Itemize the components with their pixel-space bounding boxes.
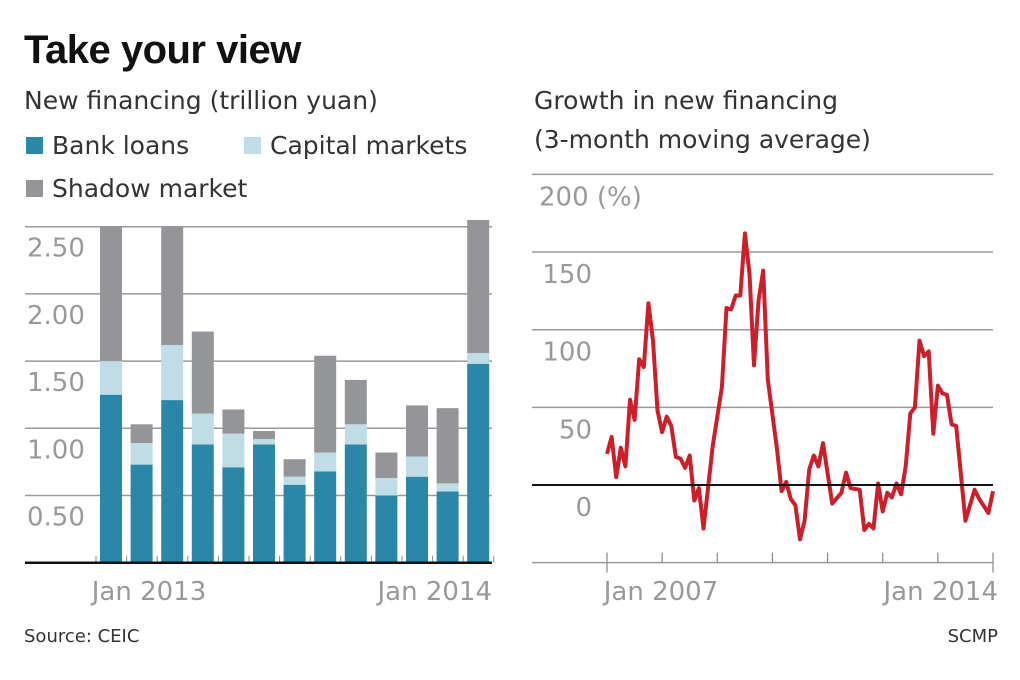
bar-segment-bank-loans <box>161 400 184 563</box>
bar-segment-bank-loans <box>130 464 153 563</box>
bar-segment-bank-loans <box>283 484 306 563</box>
y-tick-label: 1.50 <box>27 368 85 398</box>
legend-item-capital-markets: Capital markets <box>244 131 467 160</box>
bar-segment-capital-markets <box>467 353 490 364</box>
x-tick-label: Jan 2013 <box>90 577 207 607</box>
bar-segment-shadow-market <box>375 452 398 479</box>
source-note: Source: CEIC <box>24 626 140 647</box>
bar-segment-bank-loans <box>253 444 275 563</box>
bar-segment-capital-markets <box>222 433 245 468</box>
bar-segment-bank-loans <box>314 471 337 563</box>
y-tick-label: 2.50 <box>27 234 85 264</box>
bar-segment-capital-markets <box>314 452 337 472</box>
y-tick-label: 1.00 <box>27 435 85 465</box>
bar-segment-shadow-market <box>253 430 275 440</box>
bar-segment-shadow-market <box>191 331 214 414</box>
bar-segment-capital-markets <box>406 456 428 477</box>
y-tick-label: 100 <box>542 338 592 368</box>
x-tick-label: Jan 2014 <box>375 577 492 607</box>
bar-segment-capital-markets <box>100 361 122 395</box>
bar-segment-capital-markets <box>283 476 306 485</box>
legend-label: Capital markets <box>270 131 468 160</box>
bar-segment-capital-markets <box>375 478 398 496</box>
bar-segment-shadow-market <box>130 424 153 444</box>
bar-segment-shadow-market <box>467 219 490 354</box>
x-tick-label: Jan 2007 <box>602 577 719 607</box>
legend-label: Shadow market <box>52 174 248 203</box>
y-tick-label: 150 <box>542 260 592 290</box>
bar-segment-shadow-market <box>314 355 337 453</box>
legend-item-bank-loans: Bank loans <box>26 131 189 160</box>
bar-segment-capital-markets <box>253 439 275 445</box>
bar-segment-capital-markets <box>161 344 184 401</box>
x-tick-label: Jan 2014 <box>881 577 998 607</box>
y-tick-label: 2.00 <box>27 301 85 331</box>
growth-line <box>605 231 995 542</box>
credit: SCMP <box>947 626 998 647</box>
legend-swatch-shadow-market <box>26 180 43 197</box>
bar-segment-bank-loans <box>467 363 490 563</box>
bar-segment-bank-loans <box>375 495 398 563</box>
chart-title: Take your view <box>24 28 301 72</box>
bar-segment-shadow-market <box>436 408 459 484</box>
right-chart-title: Growth in new financing <box>534 86 838 115</box>
y-tick-label: 200 (%) <box>539 182 642 212</box>
legend-item-shadow-market: Shadow market <box>26 174 247 203</box>
bar-segment-bank-loans <box>222 467 245 563</box>
bar-segment-bank-loans <box>191 444 214 563</box>
bar-segment-shadow-market <box>283 459 306 477</box>
right-chart-subtitle: (3-month moving average) <box>534 125 871 154</box>
bar-segment-shadow-market <box>406 405 428 457</box>
legend-swatch-bank-loans <box>26 137 43 154</box>
y-tick-label: 0.50 <box>27 503 85 533</box>
bar-segment-capital-markets <box>436 483 459 492</box>
legend-swatch-capital-markets <box>244 137 261 154</box>
bar-segment-shadow-market <box>100 226 122 362</box>
bar-segment-shadow-market <box>161 226 184 345</box>
bar-segment-bank-loans <box>436 491 459 563</box>
bar-segment-capital-markets <box>344 424 367 445</box>
bar-segment-bank-loans <box>344 444 367 563</box>
y-tick-label: 0 <box>575 493 592 523</box>
bar-segment-capital-markets <box>130 443 153 465</box>
bar-segment-bank-loans <box>406 476 428 563</box>
legend-label: Bank loans <box>52 131 190 160</box>
bar-segment-shadow-market <box>222 409 245 434</box>
bar-segment-shadow-market <box>344 379 367 425</box>
bar-segment-capital-markets <box>191 413 214 445</box>
left-chart-title: New financing (trillion yuan) <box>24 86 378 115</box>
y-tick-label: 50 <box>559 415 592 445</box>
bar-segment-bank-loans <box>100 394 122 563</box>
